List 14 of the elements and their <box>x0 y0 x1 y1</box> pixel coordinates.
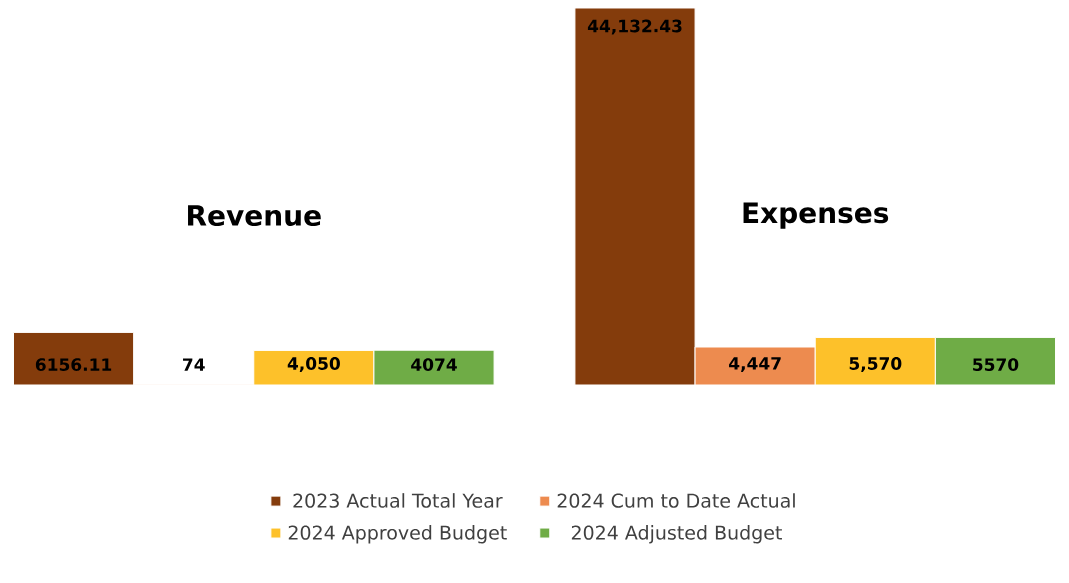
legend-label: 2024 Approved Budget <box>288 525 507 544</box>
data-label: 6156.11 <box>35 358 112 371</box>
legend-label: 2023 Actual Total Year <box>293 493 503 508</box>
legend-label: 2024 Adjusted Budget <box>571 525 782 544</box>
x-tick-label: Expenses <box>743 202 889 229</box>
data-label: 74 <box>183 358 205 371</box>
data-label: 5,570 <box>849 357 902 373</box>
data-label: 4074 <box>411 358 457 372</box>
data-label: 44,132.43 <box>587 19 682 35</box>
data-label: 4,050 <box>287 357 340 373</box>
x-tick-label: Revenue <box>188 205 321 226</box>
data-label: 4,447 <box>729 357 781 372</box>
data-label: 5570 <box>973 358 1019 372</box>
legend-label: 2024 Cum to Date Actual <box>557 493 795 508</box>
